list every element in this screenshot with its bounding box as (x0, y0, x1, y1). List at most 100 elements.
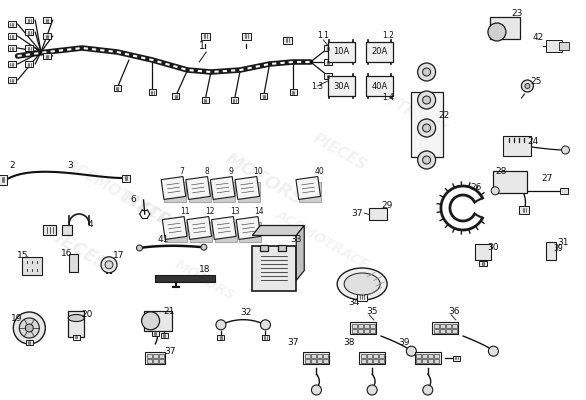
Circle shape (525, 84, 530, 88)
Bar (379, 358, 384, 362)
Circle shape (216, 320, 226, 330)
Text: 13: 13 (230, 207, 240, 216)
Bar (434, 358, 440, 362)
Bar (164, 182, 186, 202)
Circle shape (522, 80, 533, 92)
Bar (475, 244, 491, 260)
Polygon shape (296, 176, 321, 200)
Polygon shape (161, 176, 186, 200)
Bar (190, 222, 212, 242)
Text: MOTORS: MOTORS (222, 150, 306, 210)
Text: 22: 22 (438, 112, 450, 120)
Bar (165, 222, 188, 242)
Bar (446, 328, 451, 332)
Bar (149, 89, 156, 95)
Text: 31: 31 (557, 238, 568, 247)
Text: HYTRACK: HYTRACK (118, 188, 210, 252)
Text: 37: 37 (287, 338, 299, 347)
Circle shape (311, 385, 322, 395)
Text: 41: 41 (157, 235, 169, 244)
Text: 2: 2 (9, 162, 15, 170)
Bar (25, 61, 33, 67)
Bar (432, 322, 458, 334)
Bar (8, 45, 16, 51)
Bar (428, 358, 433, 362)
Text: 36: 36 (448, 308, 460, 316)
Text: 16: 16 (60, 249, 72, 258)
Bar (155, 274, 215, 282)
Bar (172, 93, 179, 99)
Bar (43, 33, 51, 39)
Text: 37: 37 (352, 210, 363, 218)
Ellipse shape (68, 314, 84, 322)
Bar (350, 322, 376, 334)
Text: 29: 29 (381, 202, 393, 210)
Bar (360, 358, 366, 362)
Circle shape (101, 257, 117, 273)
Circle shape (491, 187, 499, 195)
Bar (311, 354, 316, 358)
Text: 3: 3 (67, 162, 73, 170)
Bar (324, 45, 332, 51)
Bar (379, 354, 384, 358)
Bar (440, 328, 445, 332)
Bar (213, 182, 236, 202)
Text: 6: 6 (131, 195, 137, 204)
Bar (159, 358, 164, 362)
Bar (452, 328, 457, 332)
Bar (43, 17, 51, 23)
Text: 26: 26 (470, 183, 482, 192)
Text: HYTRACK: HYTRACK (372, 86, 449, 138)
Bar (146, 358, 152, 362)
Circle shape (418, 151, 435, 169)
Bar (25, 17, 33, 23)
Text: 35: 35 (366, 308, 378, 316)
Text: 1: 1 (199, 41, 205, 51)
Ellipse shape (337, 268, 387, 300)
Bar (299, 182, 321, 202)
Text: 11: 11 (180, 207, 190, 216)
Circle shape (418, 91, 435, 109)
Bar (490, 17, 520, 39)
Bar (43, 53, 51, 59)
Bar (416, 358, 421, 362)
Text: 1.3: 1.3 (312, 82, 323, 90)
Text: PIECES: PIECES (310, 130, 370, 174)
Bar (0, 175, 7, 185)
Bar (370, 324, 375, 328)
Bar (8, 21, 16, 27)
Bar (189, 182, 211, 202)
Bar (352, 328, 357, 332)
Text: 20: 20 (81, 310, 93, 319)
Bar (373, 354, 377, 358)
Text: 14: 14 (254, 207, 264, 216)
Polygon shape (212, 216, 236, 240)
Bar (434, 354, 440, 358)
Polygon shape (252, 226, 304, 236)
Bar (364, 324, 369, 328)
Circle shape (13, 312, 45, 344)
Text: 40: 40 (314, 167, 324, 176)
Bar (324, 73, 332, 79)
Text: 27: 27 (541, 174, 553, 182)
Text: 42: 42 (532, 34, 544, 42)
Bar (278, 245, 286, 252)
Text: 37: 37 (164, 347, 176, 356)
Bar (440, 324, 445, 328)
Bar (324, 59, 332, 65)
Bar (503, 136, 531, 156)
Bar (26, 340, 33, 345)
Bar (323, 354, 328, 358)
Bar (546, 40, 562, 52)
Bar (560, 188, 568, 194)
Bar (153, 354, 158, 358)
Circle shape (137, 245, 142, 251)
Text: ACEMOTRACE: ACEMOTRACE (63, 156, 171, 228)
Text: 30: 30 (488, 243, 499, 252)
Polygon shape (210, 176, 235, 200)
Polygon shape (236, 216, 261, 240)
Bar (305, 354, 310, 358)
Circle shape (488, 346, 499, 356)
Circle shape (561, 146, 570, 154)
Text: 40A: 40A (372, 82, 388, 90)
